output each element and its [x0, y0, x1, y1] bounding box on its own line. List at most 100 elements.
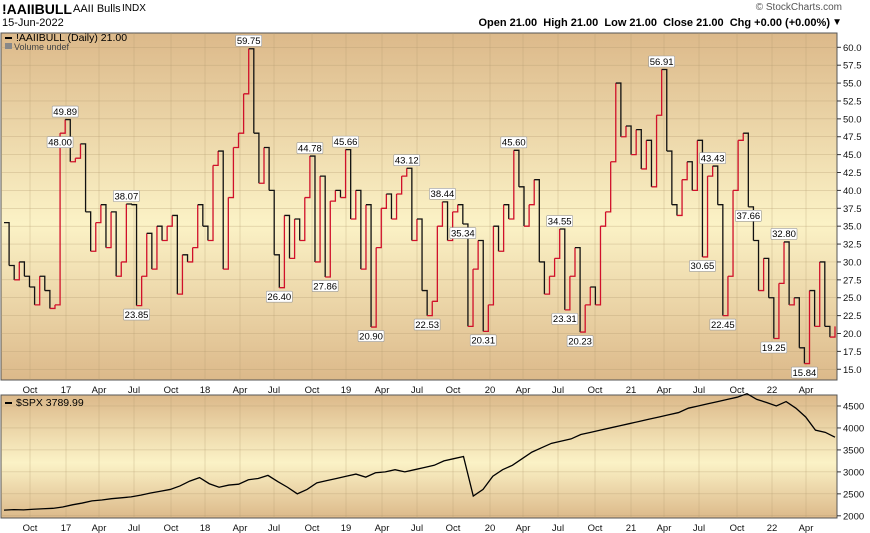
bulls-line-segment: [360, 204, 367, 270]
bulls-line-segment: [126, 203, 133, 205]
bulls-line-segment: [284, 214, 291, 259]
data-label: 48.00: [48, 137, 72, 148]
bulls-line-segment: [49, 304, 56, 310]
bulls-line-segment: [350, 190, 357, 220]
bulls-line-segment: [733, 140, 739, 192]
bulls-line-segment: [197, 204, 204, 227]
bulls-line-segment: [146, 232, 153, 270]
data-label-box: [699, 152, 726, 164]
bulls-line-segment: [651, 115, 658, 188]
bulls-line-segment: [182, 254, 189, 262]
bulls-line-segment: [585, 286, 591, 306]
bulls-line-segment: [233, 133, 240, 149]
y-tick-label: 35.0: [843, 222, 862, 233]
bulls-line-segment: [457, 204, 464, 225]
bulls-line-segment: [162, 226, 168, 242]
data-label: 32.80: [772, 229, 796, 240]
x-tick-label: Jul: [552, 385, 564, 396]
bulls-line-segment: [213, 151, 219, 167]
x-tick-label: Apr: [657, 385, 672, 396]
bulls-line-segment: [483, 304, 489, 332]
bulls-line-segment: [100, 204, 107, 248]
x-tick-label: Apr: [233, 385, 248, 396]
x-tick-label: 18: [200, 523, 211, 533]
spx-x-axis: Oct 17 Apr Jul Oct 18 Apr Jul Oct 19 Apr Jul Oct 20 Ap…: [23, 523, 814, 533]
data-label-box: [235, 34, 263, 47]
bulls-line-segment: [258, 147, 265, 184]
bulls-line-segment: [452, 204, 459, 213]
y-tick-label: 30.0: [843, 257, 862, 268]
bulls-line-segment: [131, 204, 138, 306]
bulls-line-segment: [789, 297, 795, 306]
bulls-line-segment: [564, 276, 571, 311]
bulls-line-segment: [600, 211, 607, 227]
bulls-line-segment: [75, 143, 82, 159]
data-label: 49.89: [53, 107, 77, 118]
bulls-line-segment: [503, 204, 510, 220]
bulls-line-segment: [712, 165, 719, 205]
x-tick-label: Jul: [693, 385, 705, 396]
bulls-line-segment: [167, 215, 173, 227]
y-tick-label: 52.5: [843, 96, 862, 107]
x-tick-label: Oct: [23, 523, 38, 533]
data-label: 27.86: [313, 281, 337, 292]
bulls-line-segment: [753, 239, 760, 291]
data-label: 38.07: [114, 191, 138, 202]
bulls-line-segment: [819, 261, 826, 327]
bulls-line-segment: [371, 247, 377, 328]
bulls-line-segment: [559, 228, 566, 310]
bulls-line-segment: [549, 258, 556, 277]
bulls-line-segment: [727, 190, 734, 277]
x-tick-label: 21: [626, 385, 637, 396]
bulls-line-segment: [54, 133, 61, 306]
bulls-line-segment: [289, 219, 296, 260]
bulls-line-segment: [829, 326, 836, 338]
bulls-line-segment: [743, 132, 749, 207]
main-y-axis: 15.0 17.5 20.0 22.5 25.0 27.5 30.0 32.5 35.0 37.5…: [837, 43, 862, 376]
data-label: 35.34: [451, 228, 475, 239]
x-tick-label: 17: [61, 385, 72, 396]
bulls-line-segment: [309, 155, 316, 262]
bulls-line-segment: [90, 222, 97, 252]
x-tick-label: Jul: [693, 523, 705, 533]
y-tick-label: 3000: [843, 467, 864, 478]
x-tick-label: Oct: [305, 385, 320, 396]
bulls-line-segment: [427, 301, 433, 317]
bulls-line-segment: [381, 193, 388, 209]
bulls-line-segment: [274, 254, 280, 288]
bulls-line-segment: [467, 269, 474, 327]
bulls-line-segment: [462, 223, 469, 327]
bulls-line-segment: [539, 261, 546, 295]
watermark: © StockCharts.com: [755, 2, 842, 13]
main-x-axis: Oct 17 Apr Jul Oct 18 Apr Jul Oct 19 Apr Jul Oct 20 Ap…: [23, 385, 814, 396]
y-tick-label: 27.5: [843, 275, 862, 286]
spx-panel-bg: [0, 394, 838, 519]
bulls-line-segment: [192, 204, 199, 249]
x-tick-label: Oct: [23, 385, 38, 396]
bulls-line-segment: [29, 286, 36, 305]
bulls-line-segment: [121, 203, 128, 263]
x-tick-label: 21: [626, 523, 637, 533]
bulls-line-segment: [773, 283, 780, 340]
bulls-line-segment: [136, 276, 143, 307]
chart-date: 15-Jun-2022: [2, 17, 64, 29]
bulls-line-segment: [264, 146, 270, 191]
bulls-line-segment: [80, 143, 87, 212]
bulls-line-segment: [574, 246, 581, 333]
bulls-line-segment: [687, 161, 693, 191]
bulls-line-segment: [595, 226, 602, 306]
data-label-box: [296, 142, 324, 154]
bulls-line-segment: [554, 229, 561, 260]
bulls-series: [4, 48, 836, 365]
bulls-line-segment: [508, 150, 515, 220]
dropdown-arrow-icon[interactable]: ▼: [832, 17, 842, 28]
bulls-line-segment: [646, 139, 653, 187]
bulls-line-segment: [187, 247, 194, 263]
bulls-line-segment: [314, 176, 321, 263]
bulls-line-segment: [304, 156, 311, 199]
data-label: 20.90: [359, 331, 383, 342]
y-tick-label: 57.5: [843, 61, 862, 72]
y-tick-label: 60.0: [843, 43, 862, 54]
y-tick-label: 4500: [843, 401, 864, 412]
exchange-label: INDX: [122, 3, 146, 14]
